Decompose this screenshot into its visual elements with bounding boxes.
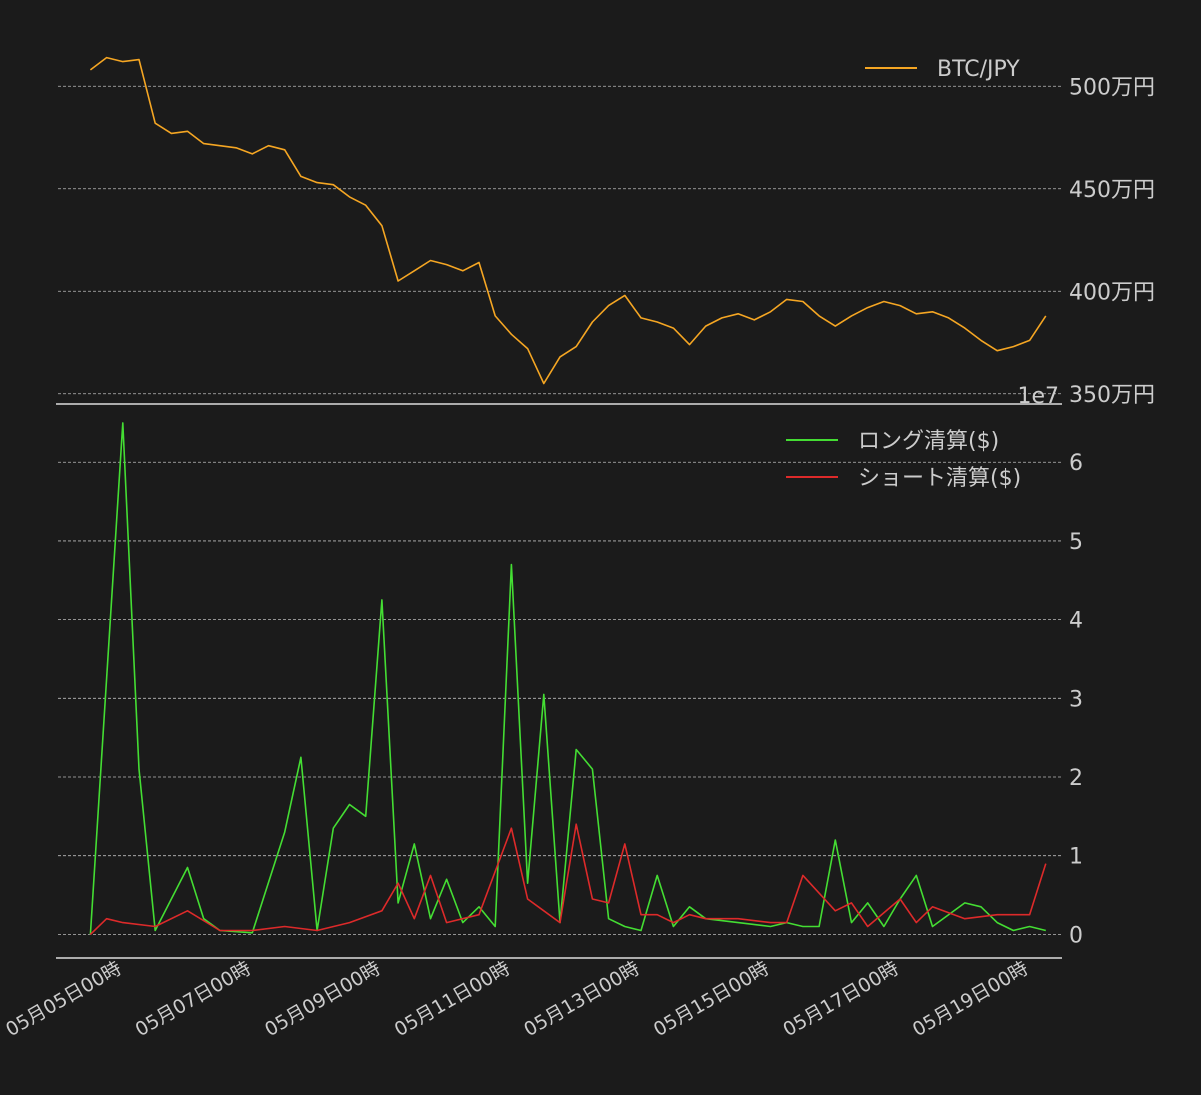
liquidation-y-tick-label: 2 bbox=[1069, 766, 1083, 791]
liquidation-y-tick-label: 5 bbox=[1069, 530, 1083, 555]
offset-label: 1e7 bbox=[1017, 384, 1059, 409]
legend-label: BTC/JPY bbox=[937, 57, 1020, 82]
liquidation-series bbox=[89, 422, 1047, 935]
liquidation-y-tick-label: 4 bbox=[1069, 609, 1083, 634]
liquidation-y-tick-labels: 0 1 2 3 4 5 6 bbox=[1069, 451, 1083, 948]
liquidation-series-line-0 bbox=[89, 422, 1046, 935]
price-series-line-0 bbox=[89, 56, 1047, 385]
price-legend: BTC/JPY bbox=[865, 57, 1020, 82]
price-y-tick-labels: 350万円 400万円 450万円 500万円 bbox=[1069, 75, 1155, 408]
price-y-tick-label: 400万円 bbox=[1069, 280, 1155, 305]
legend-label: ロング清算($) bbox=[858, 429, 999, 454]
price-grid bbox=[58, 85, 1062, 395]
liquidation-grid bbox=[58, 461, 1062, 935]
liquidation-series-line-1 bbox=[89, 823, 1047, 935]
liquidation-y-tick-label: 1 bbox=[1069, 845, 1083, 870]
price-y-tick-label: 450万円 bbox=[1069, 178, 1155, 203]
liquidation-legend: ロング清算($) ショート清算($) bbox=[786, 429, 1021, 491]
price-y-tick-label: 350万円 bbox=[1069, 383, 1155, 408]
liquidation-y-tick-label: 0 bbox=[1069, 923, 1083, 948]
liquidation-y-tick-label: 3 bbox=[1069, 687, 1083, 712]
liquidation-y-tick-label: 6 bbox=[1069, 451, 1083, 476]
legend-label: ショート清算($) bbox=[858, 466, 1021, 491]
price-y-tick-label: 500万円 bbox=[1069, 75, 1155, 100]
price-series bbox=[89, 56, 1047, 385]
